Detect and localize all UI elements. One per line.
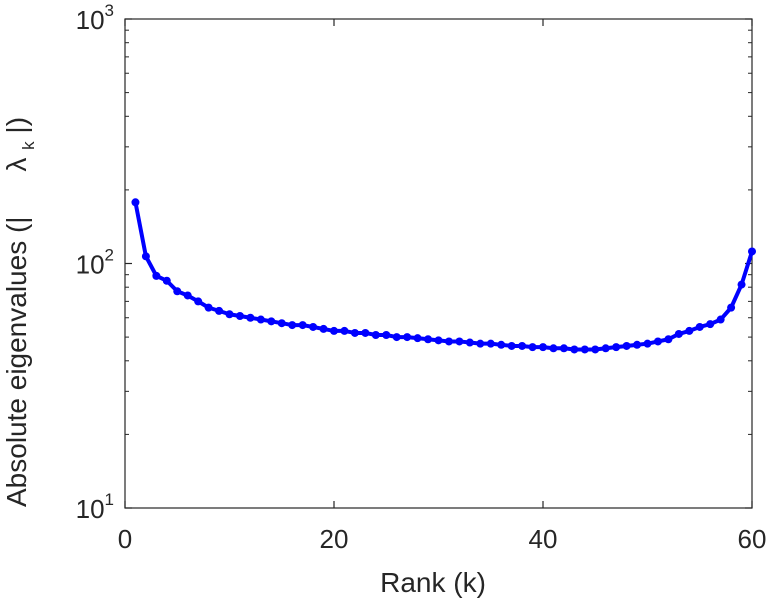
data-point xyxy=(559,344,568,353)
data-point xyxy=(476,339,485,348)
data-point xyxy=(591,345,600,354)
data-point xyxy=(612,343,621,352)
axis-ticks xyxy=(124,18,753,509)
plot-area xyxy=(124,18,753,509)
data-point xyxy=(601,344,610,353)
data-point xyxy=(256,315,265,324)
data-point xyxy=(340,326,349,335)
svg-text:Absolute eigenvalues (|: Absolute eigenvalues (| λ k |) xyxy=(1,117,40,507)
data-point xyxy=(664,335,673,344)
data-point xyxy=(215,306,224,315)
data-point xyxy=(350,328,359,337)
x-tick-label: 40 xyxy=(529,524,558,554)
data-point xyxy=(727,303,736,312)
tick-labels: 0 20 40 60 101 102 103 xyxy=(76,1,767,554)
data-point xyxy=(570,345,579,354)
data-point xyxy=(298,321,307,330)
data-point xyxy=(549,344,558,353)
data-point xyxy=(706,320,715,329)
data-point xyxy=(235,311,244,320)
data-point xyxy=(653,337,662,346)
data-point xyxy=(497,340,506,349)
data-point xyxy=(633,340,642,349)
data-point xyxy=(330,326,338,335)
data-point xyxy=(465,338,474,347)
data-point xyxy=(371,331,380,339)
data-point xyxy=(152,271,161,280)
data-point xyxy=(382,331,391,339)
data-point xyxy=(455,337,464,346)
y-axis-label-symbol: λ xyxy=(1,158,32,172)
y-tick-label: 102 xyxy=(76,246,114,280)
data-point xyxy=(194,297,203,306)
data-point xyxy=(225,310,234,319)
data-point xyxy=(424,335,433,344)
x-tick-label: 60 xyxy=(738,524,767,554)
data-point xyxy=(288,321,297,330)
data-point xyxy=(444,337,453,346)
y-tick-label: 101 xyxy=(76,490,114,524)
data-point xyxy=(486,339,495,348)
data-point xyxy=(716,315,725,324)
data-point xyxy=(141,252,150,261)
y-axis-label-subscript: k xyxy=(19,141,38,150)
data-point xyxy=(183,291,192,300)
data-point xyxy=(674,329,683,338)
data-point xyxy=(277,319,286,328)
y-tick-label: 103 xyxy=(76,1,114,35)
data-point xyxy=(434,336,443,345)
data-point xyxy=(204,303,213,312)
data-point xyxy=(361,328,370,337)
data-point xyxy=(685,326,694,335)
data-point xyxy=(309,322,318,331)
data-point xyxy=(392,333,401,342)
y-axis-label-prefix: Absolute eigenvalues (| xyxy=(1,216,32,507)
data-point xyxy=(695,322,704,331)
y-axis-label: Absolute eigenvalues (| λ k |) xyxy=(1,117,40,507)
data-point xyxy=(173,287,182,296)
data-point xyxy=(622,341,631,350)
data-point xyxy=(246,313,255,322)
data-point xyxy=(580,345,589,354)
x-tick-label: 0 xyxy=(118,524,132,554)
data-point xyxy=(539,343,547,352)
x-tick-label: 20 xyxy=(320,524,349,554)
data-point xyxy=(507,341,516,350)
y-axis-label-suffix: |) xyxy=(1,117,32,134)
data-point xyxy=(528,343,537,352)
data-point xyxy=(131,198,140,207)
data-point xyxy=(267,317,276,326)
data-point xyxy=(748,247,756,256)
data-point xyxy=(319,324,328,333)
data-point xyxy=(413,334,422,343)
data-point xyxy=(518,341,527,350)
x-axis-label: Rank (k) xyxy=(380,567,486,598)
data-point xyxy=(403,333,412,342)
data-point xyxy=(737,280,746,289)
data-point xyxy=(643,339,652,348)
series-group xyxy=(131,198,756,354)
data-point xyxy=(162,276,171,285)
